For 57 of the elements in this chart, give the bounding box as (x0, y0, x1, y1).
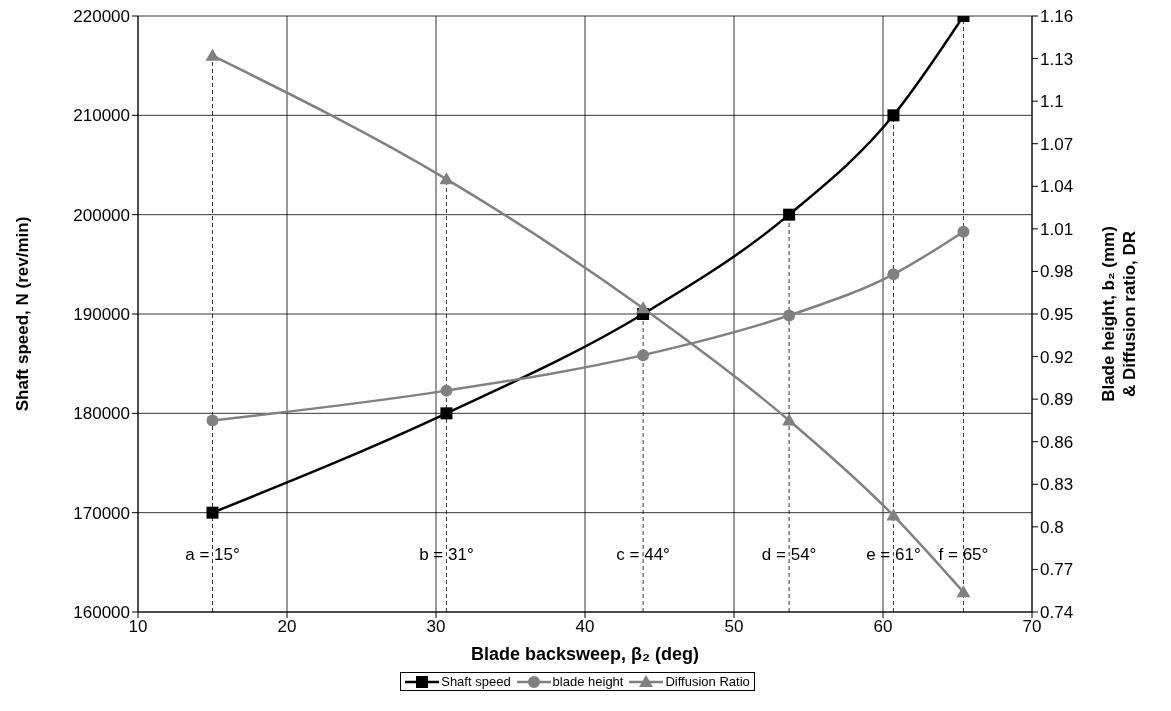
y2-tick-label: 1.07 (1040, 134, 1074, 154)
point (439, 172, 454, 185)
y2-tick-label: 0.92 (1040, 347, 1074, 367)
ref-line-label: d = 54° (761, 545, 817, 564)
point (957, 225, 970, 238)
point (886, 508, 901, 521)
y-tick-label: 180000 (73, 404, 130, 424)
point (636, 301, 651, 314)
point (440, 384, 453, 397)
ref-line-label: f = 65° (938, 545, 989, 564)
legend-label: Shaft speed (440, 674, 511, 689)
y2-tick-label: 0.86 (1040, 432, 1074, 452)
ref-line-label: e = 61° (866, 545, 921, 564)
y2-tick-label: 1.16 (1040, 7, 1074, 27)
x-tick-label: 70 (1022, 617, 1042, 637)
point (440, 407, 453, 420)
y2-tick-label: 0.77 (1040, 560, 1074, 580)
legend-label: blade height (551, 674, 624, 689)
point (887, 109, 900, 122)
y2-tick-label: 1.04 (1040, 177, 1074, 197)
point (783, 208, 796, 221)
point (206, 506, 219, 519)
y-tick-label: 200000 (73, 205, 130, 225)
x-tick-label: 60 (873, 617, 893, 637)
y2-tick-label: 1.01 (1040, 219, 1074, 239)
x-tick-label: 50 (724, 617, 744, 637)
y2-tick-label: 0.83 (1040, 475, 1074, 495)
legend-label: Diffusion Ratio (664, 674, 750, 689)
point (206, 414, 219, 427)
ref-line-label: c = 44° (616, 545, 670, 564)
x-tick-label: 30 (426, 617, 446, 637)
point (637, 349, 650, 362)
y-tick-label: 220000 (73, 7, 130, 27)
point (783, 309, 796, 322)
point (956, 585, 971, 598)
y-tick-label: 190000 (73, 305, 130, 325)
x-tick-label: 20 (277, 617, 297, 637)
y2-tick-label: 1.1 (1040, 92, 1064, 112)
y2-tick-label: 0.98 (1040, 262, 1074, 282)
x-axis-title: Blade backsweep, β₂ (deg) (470, 644, 700, 664)
y2-tick-label: 0.74 (1040, 603, 1074, 623)
ref-line-label: b = 31° (419, 545, 474, 564)
y-tick-label: 160000 (73, 603, 130, 623)
y2-tick-label: 0.8 (1040, 517, 1064, 537)
y-tick-label: 170000 (73, 503, 130, 523)
y-axis-title: Shaft speed, N (rev/min) (13, 216, 33, 412)
ref-line-label: a = 15° (185, 545, 240, 564)
point (782, 413, 797, 426)
y2-axis-title: Blade height, b₂ (mm) & Diffusion ratio, DR (1099, 226, 1139, 402)
y2-tick-label: 1.13 (1040, 49, 1074, 69)
x-tick-label: 40 (575, 617, 595, 637)
y2-tick-label: 0.89 (1040, 390, 1074, 410)
x-tick-label: 10 (128, 617, 148, 637)
y2-tick-label: 0.95 (1040, 305, 1074, 325)
point (205, 48, 220, 61)
y-tick-label: 210000 (73, 106, 130, 126)
point (887, 268, 900, 281)
